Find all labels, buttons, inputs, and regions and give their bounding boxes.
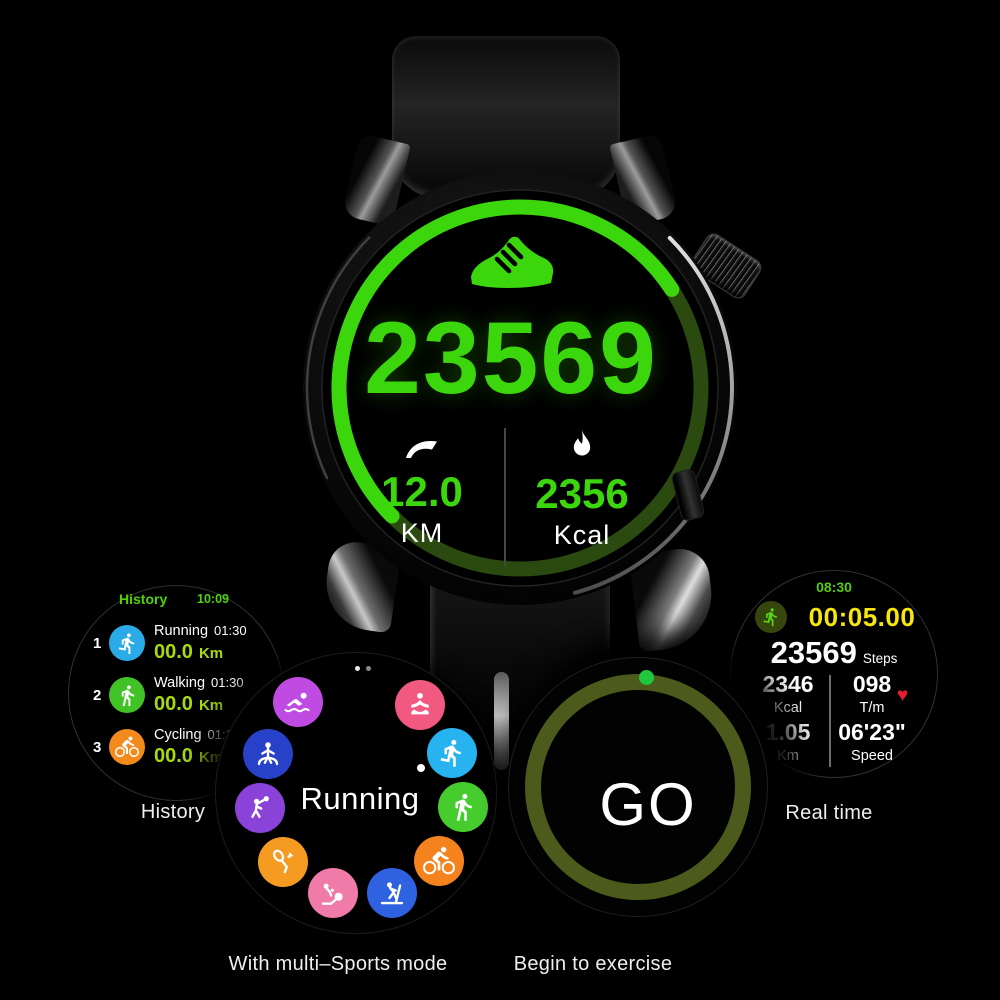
distance-metric: 12.0 KM: [337, 432, 507, 547]
distance-value: 1.05: [765, 719, 811, 745]
badminton-icon[interactable]: [258, 837, 308, 887]
realtime-steps: 23569: [770, 635, 857, 670]
metrics-divider: [829, 675, 831, 767]
running-shoe-icon: [471, 236, 554, 288]
activity-duration: 01:30: [214, 622, 247, 638]
watch-strap-top: [392, 36, 620, 198]
swimming-icon[interactable]: [273, 677, 323, 727]
go-ring-dot: [639, 670, 654, 685]
row-index: 3: [93, 738, 102, 756]
table-tennis-icon[interactable]: [308, 868, 358, 918]
speed-swoosh-icon: [406, 440, 437, 458]
watch-screen: [321, 189, 719, 587]
history-title: History: [119, 591, 168, 607]
page-dot-active: [355, 666, 360, 671]
activity-unit: Km: [198, 645, 224, 663]
go-caption: Begin to exercise: [513, 953, 673, 975]
realtime-caption: Real time: [785, 802, 873, 824]
climbing-machine-icon[interactable]: [367, 868, 417, 918]
case-rim-highlight-right: [306, 174, 734, 602]
history-row-walking[interactable]: 2 Walking 01:30 00.0 Km: [93, 672, 244, 718]
metric-divider: [504, 428, 506, 566]
history-row-running[interactable]: 1 Running 01:30 00.0 Km: [93, 620, 247, 666]
selected-mode-label: Running: [300, 781, 420, 816]
activity-distance: 00.0: [154, 693, 193, 716]
volleyball-icon[interactable]: [235, 783, 285, 833]
progress-ring-fill: [331, 199, 709, 577]
activity-unit: Km: [198, 749, 224, 767]
activity-name: Cycling: [154, 726, 202, 743]
calories-value: 2356: [535, 470, 629, 517]
activity-name: Running: [154, 622, 209, 639]
pace-label: Speed: [851, 748, 893, 764]
real-time-screen: 08:30 00:05.00 23569 Steps 2346 Kcal 098 …: [730, 570, 938, 778]
cycling-mode-icon[interactable]: [414, 836, 464, 886]
history-caption: History: [140, 801, 206, 823]
steps-label: Steps: [862, 651, 898, 666]
activity-unit: Km: [198, 697, 224, 715]
case-rim-highlight-left: [305, 173, 735, 603]
go-progress-ring: [525, 674, 751, 900]
activity-distance: 00.0: [154, 745, 193, 768]
distance-value: 12.0: [381, 468, 463, 515]
watch-strap-highlight: [494, 672, 509, 770]
heart-icon: ♥: [897, 685, 909, 706]
activity-name: Walking: [154, 674, 206, 691]
page-dot: [366, 666, 371, 671]
activity-distance: 00.0: [154, 641, 193, 664]
sports-caption: With multi–Sports mode: [228, 953, 448, 975]
row-index: 1: [93, 634, 102, 652]
history-time: 10:09: [197, 592, 229, 606]
calories-value: 2346: [762, 671, 814, 697]
running-icon: [109, 625, 145, 661]
calories-metric: 2356 Kcal: [497, 428, 667, 549]
running-mode-icon[interactable]: [427, 728, 477, 778]
calories-label: Kcal: [773, 700, 803, 716]
workout-timer: 00:05.00: [808, 602, 916, 632]
history-row-cycling[interactable]: 3 Cycling 01:30 00.0 Km: [93, 724, 240, 770]
flame-icon: [573, 429, 591, 456]
pace-value: 06'23": [838, 719, 906, 745]
row-index: 2: [93, 686, 102, 704]
walking-mode-icon[interactable]: [438, 782, 488, 832]
yoga-icon[interactable]: [395, 680, 445, 730]
go-screen: GO: [508, 657, 768, 917]
distance-label: Km: [777, 748, 799, 764]
jump-rope-icon[interactable]: [243, 729, 293, 779]
watch-case: [303, 171, 737, 605]
clock-time: 08:30: [816, 579, 852, 595]
heart-rate-value: 098: [852, 671, 892, 697]
calories-unit: Kcal: [553, 520, 611, 550]
running-badge-icon: [755, 601, 787, 633]
walking-icon: [109, 677, 145, 713]
sports-mode-screen: Running: [215, 652, 497, 934]
distance-unit: KM: [400, 518, 444, 548]
mode-selection-dot: [417, 764, 425, 772]
activity-duration: 01:30: [211, 674, 244, 690]
steps-count: 23569: [364, 301, 658, 415]
go-button[interactable]: GO: [599, 771, 697, 838]
heart-rate-label: T/m: [859, 700, 885, 716]
cycling-icon: [109, 729, 145, 765]
